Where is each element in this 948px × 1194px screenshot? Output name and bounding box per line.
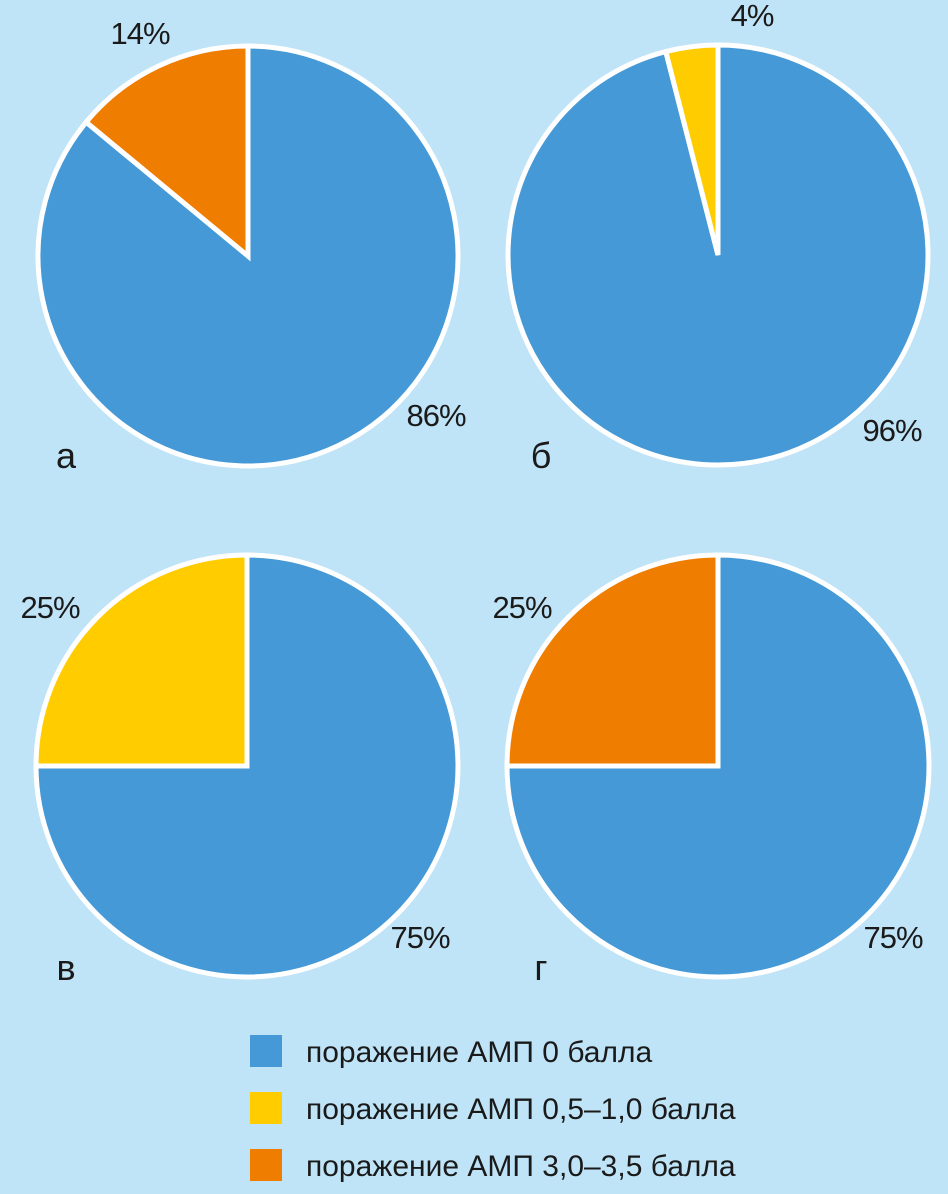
legend-swatch bbox=[250, 1149, 282, 1181]
pie-slice-main bbox=[35, 43, 461, 469]
pie-chart-2: 96% 4% б bbox=[505, 0, 931, 476]
slice-value-label: 14% bbox=[110, 16, 169, 51]
pie-slice-secondary bbox=[504, 552, 721, 769]
pie-slice-secondary bbox=[662, 42, 721, 256]
slice-value-label: 75% bbox=[863, 920, 922, 955]
slice-value-label: 4% bbox=[731, 0, 774, 33]
legend-swatch bbox=[250, 1035, 282, 1067]
pie-chart-3: 75% 25% в bbox=[20, 552, 461, 988]
pie-chart-4: 75% 25% г bbox=[492, 552, 932, 988]
pie-charts-group: 86% 14% а 96% 4% б 75% 25% в 75% 25% г bbox=[20, 0, 932, 988]
legend-swatch bbox=[250, 1092, 282, 1124]
legend-label: поражение АМП 3,0–3,5 балла bbox=[306, 1150, 736, 1183]
slice-value-label: 96% bbox=[862, 413, 921, 448]
pie-slice-main bbox=[504, 552, 932, 980]
legend-label: поражение АМП 0 балла bbox=[306, 1036, 653, 1069]
panel-letter: а bbox=[56, 435, 77, 476]
panel-letter: г bbox=[534, 947, 547, 988]
legend-label: поражение АМП 0,5–1,0 балла bbox=[306, 1093, 736, 1126]
pie-chart-1: 86% 14% а bbox=[35, 16, 467, 476]
legend: поражение АМП 0 балла поражение АМП 0,5–1… bbox=[250, 1035, 736, 1183]
slice-value-label: 25% bbox=[20, 590, 79, 625]
slice-value-label: 86% bbox=[406, 398, 465, 433]
panel-letter: б bbox=[531, 435, 552, 476]
slice-value-label: 25% bbox=[492, 590, 551, 625]
legend-item: поражение АМП 3,0–3,5 балла bbox=[250, 1149, 736, 1183]
pie-slice-secondary bbox=[82, 43, 251, 262]
legend-item: поражение АМП 0,5–1,0 балла bbox=[250, 1092, 736, 1126]
pie-slice-secondary bbox=[33, 552, 250, 769]
legend-item: поражение АМП 0 балла bbox=[250, 1035, 653, 1069]
pie-slice-main bbox=[33, 552, 461, 980]
panel-letter: в bbox=[56, 947, 75, 988]
slice-value-label: 75% bbox=[390, 920, 449, 955]
